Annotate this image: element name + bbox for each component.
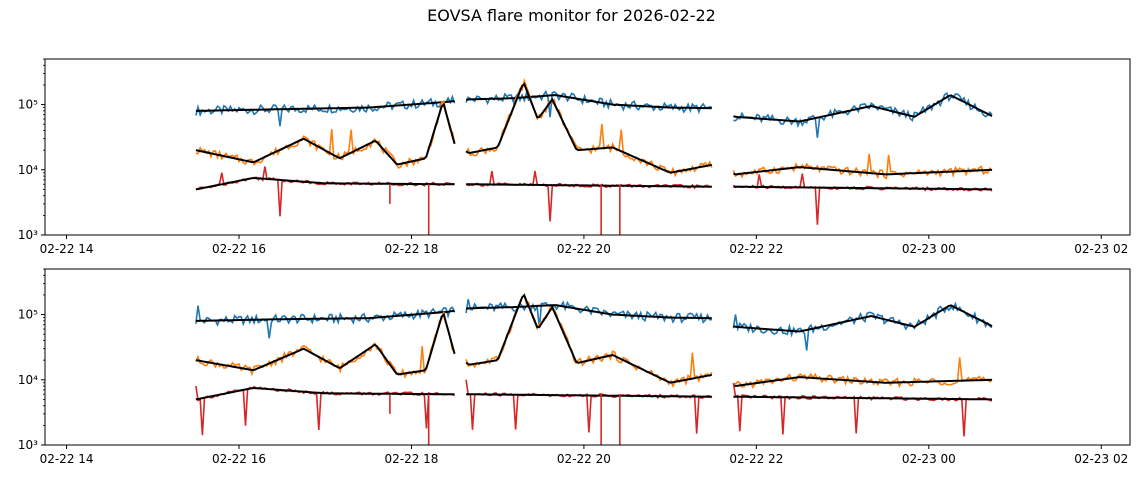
series-3-line xyxy=(732,382,993,437)
x-tick-label: 02-23 02 xyxy=(1074,452,1128,466)
plot-area-1 xyxy=(195,77,993,235)
series-1-line xyxy=(732,301,993,351)
y-tick-label: 10⁵ xyxy=(18,308,38,322)
series-3-smooth-line xyxy=(466,393,712,398)
series-3-smooth-line xyxy=(466,183,712,188)
series-3-smooth-line xyxy=(733,395,992,401)
series-2-smooth-line xyxy=(733,166,992,176)
series-2-smooth-line xyxy=(195,102,456,166)
series-2-line xyxy=(732,153,993,180)
series-3-smooth-line xyxy=(195,176,455,191)
series-1-smooth-line xyxy=(195,309,455,322)
series-1-line xyxy=(733,91,993,138)
y-tick-label: 10³ xyxy=(18,438,38,452)
plot-frame-1 xyxy=(44,58,1131,236)
plot-area-2 xyxy=(195,292,993,445)
y-tick-label: 10³ xyxy=(18,228,38,242)
x-tick-label: 02-22 16 xyxy=(212,452,266,466)
series-1-smooth-line xyxy=(465,304,712,320)
series-3-smooth-line xyxy=(733,185,992,191)
x-tick-label: 02-22 18 xyxy=(384,242,438,256)
x-tick-label: 02-22 22 xyxy=(729,242,783,256)
series-3-line xyxy=(465,379,713,434)
x-tick-label: 02-22 22 xyxy=(729,452,783,466)
x-tick-label: 02-22 16 xyxy=(212,242,266,256)
series-1-smooth-line xyxy=(733,94,993,123)
series-2-smooth-line xyxy=(465,293,712,384)
series-1-line xyxy=(195,94,456,127)
x-tick-label: 02-22 18 xyxy=(384,452,438,466)
y-tick-label: 10⁴ xyxy=(18,163,38,177)
series-2-smooth-line xyxy=(733,376,993,388)
series-1-line xyxy=(465,89,712,118)
x-tick-label: 02-23 00 xyxy=(902,452,956,466)
x-tick-label: 02-22 14 xyxy=(40,452,94,466)
x-tick-label: 02-22 14 xyxy=(40,242,94,256)
series-1-smooth-line xyxy=(195,100,455,112)
x-tick-label: 02-23 02 xyxy=(1074,242,1128,256)
series-3-smooth-line xyxy=(195,386,455,401)
series-2-line xyxy=(195,311,456,379)
series-1-line xyxy=(195,305,456,339)
series-3-line xyxy=(465,170,712,222)
series-1-smooth-line xyxy=(466,94,712,110)
series-1-smooth-line xyxy=(733,304,993,333)
y-tick-label: 10⁵ xyxy=(18,98,38,112)
chart-title: EOVSA flare monitor for 2026-02-22 xyxy=(427,6,716,25)
series-2-smooth-line xyxy=(465,82,712,174)
x-tick-label: 02-23 00 xyxy=(902,242,956,256)
series-3-line xyxy=(732,173,993,225)
series-1-line xyxy=(465,299,712,329)
series-2-line xyxy=(733,357,993,389)
series-3-line xyxy=(195,166,455,217)
x-tick-label: 02-22 20 xyxy=(557,242,611,256)
plot-frame-2 xyxy=(44,268,1131,446)
series-2-smooth-line xyxy=(195,312,456,376)
series-2-line xyxy=(465,77,713,178)
x-tick-label: 02-22 20 xyxy=(557,452,611,466)
y-tick-label: 10⁴ xyxy=(18,373,38,387)
